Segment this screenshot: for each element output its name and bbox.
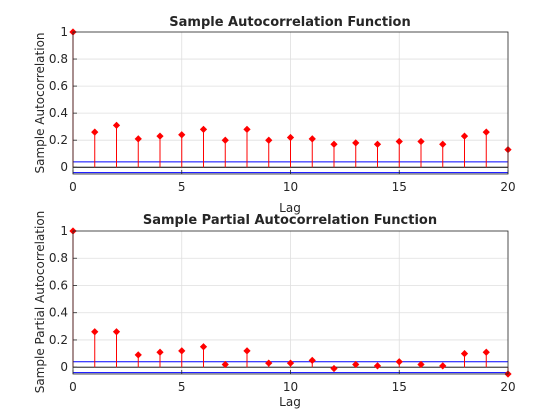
pacf-marker-10 <box>286 359 295 367</box>
acf-axes-box <box>72 31 509 175</box>
acf-x-tick-label: 10 <box>283 180 298 194</box>
pacf-marker-5 <box>178 347 186 355</box>
pacf-marker-18 <box>460 349 469 358</box>
pacf-marker-12 <box>330 364 338 373</box>
acf-marker-15 <box>395 137 403 146</box>
pacf-marker-14 <box>373 362 382 370</box>
pacf-marker-11 <box>308 356 316 365</box>
acf-marker-19 <box>482 128 490 136</box>
acf-title: Sample Autocorrelation Function <box>169 15 410 30</box>
pacf-y-tick-label: 0.6 <box>49 278 68 292</box>
pacf-marker-2 <box>112 328 121 336</box>
pacf-axes-box <box>72 230 509 375</box>
acf-marker-12 <box>330 140 338 148</box>
pacf-x-axis-label: Lag <box>279 395 301 409</box>
acf-y-tick-label: 0.8 <box>49 52 68 66</box>
pacf-marker-8 <box>243 347 251 355</box>
pacf-y-axis-label: Sample Partial Autocorrelation <box>33 211 47 394</box>
acf-marker-17 <box>439 140 447 148</box>
acf-marker-11 <box>308 135 316 143</box>
pacf-marker-16 <box>417 360 425 369</box>
pacf-x-tick-label: 10 <box>283 380 298 394</box>
acf-marker-4 <box>156 132 164 140</box>
acf-marker-3 <box>134 135 142 143</box>
pacf-stems <box>69 227 512 378</box>
acf-y-ticks: 0 0.2 0.4 0.6 0.8 1 <box>49 25 77 174</box>
pacf-marker-4 <box>156 348 164 356</box>
pacf-x-tick-label: 15 <box>392 380 407 394</box>
pacf-marker-17 <box>439 362 447 370</box>
acf-marker-9 <box>265 136 273 144</box>
acf-x-tick-label: 5 <box>178 180 186 194</box>
pacf-y-ticks: 0 0.2 0.4 0.6 0.8 1 <box>49 224 77 374</box>
acf-x-tick-label: 20 <box>500 180 515 194</box>
acf-marker-18 <box>460 132 469 140</box>
acf-marker-10 <box>286 133 295 142</box>
pacf-x-ticks: 0 5 10 15 20 <box>69 370 516 394</box>
pacf-marker-6 <box>199 343 208 351</box>
pacf-y-tick-label: 1 <box>60 224 68 238</box>
pacf-y-tick-label: 0.8 <box>49 251 68 265</box>
acf-y-axis-label: Sample Autocorrelation <box>33 32 47 173</box>
pacf-x-tick-label: 5 <box>178 380 186 394</box>
acf-panel: Sample Autocorrelation Function 0 5 10 15 20… <box>33 15 516 215</box>
pacf-marker-7 <box>221 360 229 369</box>
acf-marker-16 <box>417 137 425 146</box>
acf-x-tick-label: 0 <box>69 180 77 194</box>
acf-marker-1 <box>91 128 99 136</box>
pacf-x-tick-label: 20 <box>500 380 515 394</box>
acf-marker-14 <box>373 140 382 148</box>
acf-marker-13 <box>352 139 360 147</box>
pacf-y-tick-label: 0.4 <box>49 306 68 320</box>
pacf-y-tick-label: 0 <box>60 360 68 374</box>
acf-y-tick-label: 0 <box>60 160 68 174</box>
acf-y-tick-label: 0.6 <box>49 79 68 93</box>
acf-marker-2 <box>112 121 121 129</box>
acf-y-tick-label: 0.2 <box>49 133 68 147</box>
pacf-marker-13 <box>352 360 360 369</box>
acf-marker-5 <box>178 131 186 139</box>
pacf-marker-9 <box>265 359 273 367</box>
pacf-x-tick-label: 0 <box>69 380 77 394</box>
acf-x-tick-label: 15 <box>392 180 407 194</box>
acf-marker-6 <box>199 125 208 133</box>
pacf-y-tick-label: 0.2 <box>49 333 68 347</box>
pacf-marker-3 <box>134 351 142 359</box>
pacf-panel: Sample Partial Autocorrelation Function … <box>33 211 516 409</box>
acf-y-tick-label: 0.4 <box>49 106 68 120</box>
acf-y-tick-label: 1 <box>60 25 68 39</box>
acf-marker-7 <box>221 136 229 144</box>
acf-x-ticks: 0 5 10 15 20 <box>69 170 516 194</box>
pacf-title: Sample Partial Autocorrelation Function <box>143 213 437 228</box>
acf-x-axis-label: Lag <box>279 201 301 215</box>
pacf-marker-15 <box>395 358 403 366</box>
pacf-marker-1 <box>91 328 99 336</box>
pacf-marker-19 <box>482 348 490 356</box>
acf-marker-8 <box>243 125 251 133</box>
